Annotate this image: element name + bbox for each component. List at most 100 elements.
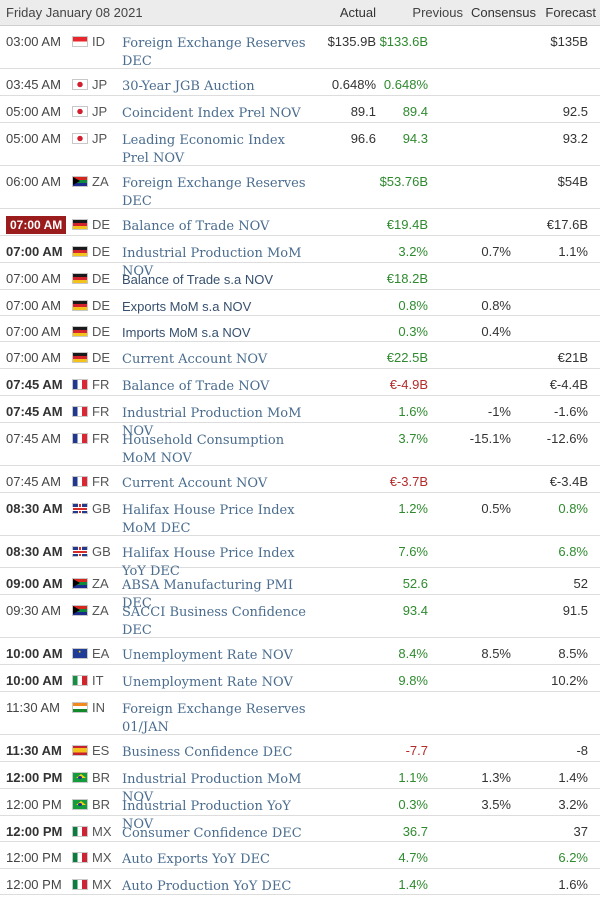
event-row[interactable]: 10:00 AM IT Unemployment Rate NOV 9.8% 1… (0, 665, 600, 692)
event-actual (317, 209, 378, 217)
event-consensus (450, 692, 525, 700)
event-link[interactable]: Balance of Trade s.a NOV (122, 272, 274, 287)
event-flag (70, 96, 90, 117)
event-row[interactable]: 07:45 AM FR Household Consumption MoM NO… (0, 423, 600, 466)
event-link[interactable]: Current Account NOV (122, 352, 268, 367)
event-row[interactable]: 06:00 AM ZA Foreign Exchange Reserves DE… (0, 166, 600, 209)
event-link[interactable]: Balance of Trade NOV (122, 379, 270, 394)
event-row[interactable]: 08:30 AM GB Halifax House Price Index Yo… (0, 536, 600, 579)
event-row[interactable]: 07:00 AM DE Imports MoM s.a NOV 0.3% 0.4… (0, 316, 600, 342)
event-row[interactable]: 12:00 PM BR Industrial Production MoM NO… (0, 762, 600, 805)
event-row[interactable]: 07:00 AM DE Balance of Trade s.a NOV €18… (0, 263, 600, 290)
event-row[interactable]: 12:00 PM BR Industrial Production YoY NO… (0, 789, 600, 832)
event-time: 07:00 AM (0, 236, 70, 259)
event-name: Foreign Exchange Reserves DEC (120, 26, 317, 70)
event-previous: $133.6B (379, 34, 428, 49)
event-link[interactable]: Balance of Trade NOV (122, 219, 270, 234)
event-row[interactable]: 07:00 AM DE Industrial Production MoM NO… (0, 236, 600, 279)
event-row[interactable]: 08:30 AM GB Halifax House Price Index Mo… (0, 493, 600, 536)
event-link[interactable]: Halifax House Price Index MoM DEC (122, 503, 295, 536)
event-time: 11:30 AM (0, 735, 70, 758)
event-row[interactable]: 07:00 AM DE Current Account NOV €22.5B €… (0, 342, 600, 369)
event-link[interactable]: Foreign Exchange Reserves DEC (122, 36, 306, 69)
event-link[interactable]: Household Consumption MoM NOV (122, 433, 285, 466)
germany-flag-icon (72, 300, 88, 311)
event-forecast (525, 263, 600, 271)
event-row[interactable]: 07:45 AM FR Balance of Trade NOV €-4.9B … (0, 369, 600, 396)
column-header-actual[interactable]: Actual (339, 5, 376, 20)
event-link[interactable]: Foreign Exchange Reserves DEC (122, 176, 306, 209)
event-row[interactable]: 07:00 AM DE Exports MoM s.a NOV 0.8% 0.8… (0, 290, 600, 316)
event-forecast (525, 290, 600, 298)
event-forecast: 10.2% (551, 673, 588, 688)
event-link[interactable]: Business Confidence DEC (122, 745, 293, 760)
event-row[interactable]: 12:00 PM MX Auto Exports YoY DEC 4.7% 6.… (0, 842, 600, 869)
event-row[interactable]: 05:00 AM JP Leading Economic Index Prel … (0, 123, 600, 166)
event-link[interactable]: Exports MoM s.a NOV (122, 299, 252, 314)
event-link[interactable]: Unemployment Rate NOV (122, 648, 293, 663)
event-actual (317, 789, 378, 797)
event-time-text: 06:00 AM (6, 174, 61, 189)
event-row[interactable]: 05:00 AM JP Coincident Index Prel NOV 89… (0, 96, 600, 123)
event-consensus: 0.5% (481, 501, 511, 516)
event-link[interactable]: Unemployment Rate NOV (122, 675, 293, 690)
event-time-text: 07:45 AM (6, 404, 63, 419)
event-row[interactable]: 11:30 AM IN Foreign Exchange Reserves 01… (0, 692, 600, 735)
event-forecast: 6.8% (558, 544, 588, 559)
event-link[interactable]: Halifax House Price Index YoY DEC (122, 546, 295, 579)
event-row[interactable]: 07:00 AM DE Balance of Trade NOV €19.4B … (0, 209, 600, 236)
event-name: Industrial Production MoM NOV (120, 762, 317, 806)
event-link[interactable]: Current Account NOV (122, 476, 268, 491)
event-link[interactable]: Industrial Production YoY NOV (122, 799, 291, 832)
event-link[interactable]: Industrial Production MoM NOV (122, 246, 302, 279)
event-flag (70, 166, 90, 187)
event-link[interactable]: ABSA Manufacturing PMI DEC (122, 578, 294, 611)
event-time-text: 12:00 PM (6, 797, 62, 812)
event-name: Industrial Production MoM NOV (120, 396, 317, 440)
event-previous: 8.4% (398, 646, 428, 661)
event-link[interactable]: Industrial Production MoM NOV (122, 772, 302, 805)
event-link[interactable]: 30-Year JGB Auction (122, 79, 255, 94)
event-row[interactable]: 11:30 AM ES Business Confidence DEC -7.7… (0, 735, 600, 762)
event-actual (317, 665, 378, 673)
event-row[interactable]: 12:00 PM MX Auto Production YoY DEC 1.4%… (0, 869, 600, 895)
event-flag (70, 665, 90, 686)
event-link[interactable]: Leading Economic Index Prel NOV (122, 133, 285, 166)
column-header-previous[interactable]: Previous (412, 5, 463, 20)
event-link[interactable]: Auto Production YoY DEC (122, 879, 292, 894)
event-country: ZA (92, 174, 109, 189)
event-link[interactable]: SACCI Business Confidence DEC (122, 605, 306, 638)
event-country: JP (92, 131, 108, 146)
event-row[interactable]: 03:45 AM JP 30-Year JGB Auction 0.648% 0… (0, 69, 600, 96)
event-row[interactable]: 10:00 AM EA Unemployment Rate NOV 8.4% 8… (0, 638, 600, 665)
event-forecast: 91.5 (562, 603, 588, 618)
event-link[interactable]: Industrial Production MoM NOV (122, 406, 302, 439)
event-link[interactable]: Auto Exports YoY DEC (122, 852, 271, 867)
event-time: 07:00 AM (0, 263, 70, 286)
event-link[interactable]: Consumer Confidence DEC (122, 826, 302, 841)
event-flag (70, 595, 90, 616)
event-forecast: -8 (576, 743, 588, 758)
event-forecast: 1.6% (558, 877, 588, 892)
event-time-text: 10:00 AM (6, 646, 63, 661)
column-header-forecast[interactable]: Forecast (545, 5, 596, 20)
event-row[interactable]: 03:00 AM ID Foreign Exchange Reserves DE… (0, 26, 600, 69)
column-header-consensus[interactable]: Consensus (470, 5, 536, 20)
event-country: FR (92, 377, 110, 392)
event-link[interactable]: Imports MoM s.a NOV (122, 325, 251, 340)
event-previous: 1.1% (398, 770, 428, 785)
event-row[interactable]: 09:00 AM ZA ABSA Manufacturing PMI DEC 5… (0, 568, 600, 611)
event-row[interactable]: 07:45 AM FR Current Account NOV €-3.7B €… (0, 466, 600, 493)
event-link[interactable]: Coincident Index Prel NOV (122, 106, 301, 121)
event-forecast: €-4.4B (549, 377, 588, 392)
event-actual (317, 263, 378, 271)
event-row[interactable]: 12:00 PM MX Consumer Confidence DEC 36.7… (0, 816, 600, 842)
event-actual (317, 369, 378, 377)
event-name: Foreign Exchange Reserves DEC (120, 166, 317, 210)
event-row[interactable]: 09:30 AM ZA SACCI Business Confidence DE… (0, 595, 600, 638)
event-consensus (450, 263, 525, 271)
event-consensus: 0.8% (481, 298, 511, 313)
event-row[interactable]: 07:45 AM FR Industrial Production MoM NO… (0, 396, 600, 439)
event-time: 03:00 AM (0, 26, 70, 49)
event-link[interactable]: Foreign Exchange Reserves 01/JAN (122, 702, 306, 735)
